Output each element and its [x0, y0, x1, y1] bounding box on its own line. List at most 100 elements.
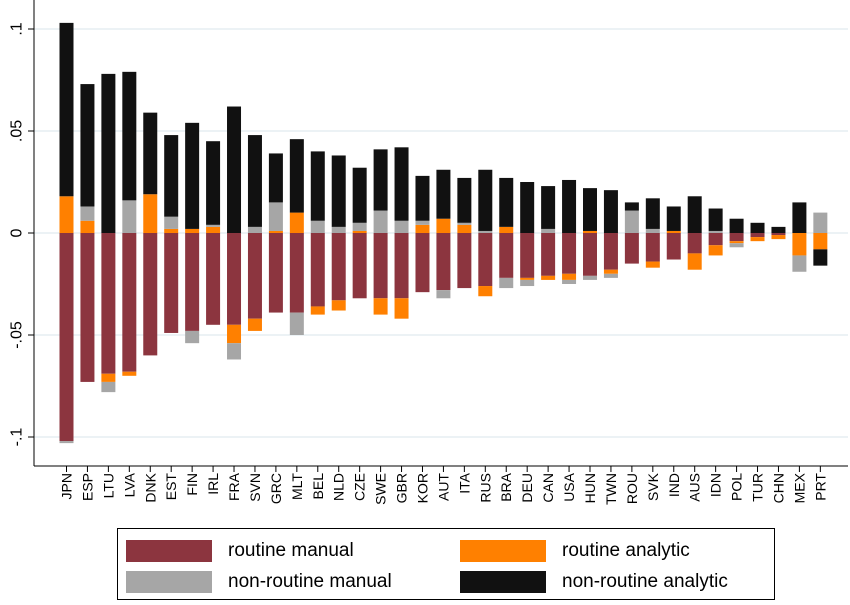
- bar-segment-routine-analytic-prt: [813, 233, 828, 250]
- legend-label-nonroutine-analytic: non-routine analytic: [562, 571, 728, 592]
- bar-segment-routine-analytic-aus: [687, 253, 702, 270]
- bar-segment-nonroutine-analytic-pol: [729, 218, 744, 233]
- bar-segment-nonroutine-analytic-dnk: [143, 112, 158, 195]
- bar-segment-nonroutine-manual-twn: [603, 273, 618, 278]
- bar-segment-nonroutine-analytic-fra: [227, 106, 242, 233]
- x-tick-label-twn: TWN: [603, 473, 619, 505]
- bar-segment-routine-manual-usa: [562, 233, 577, 274]
- bar-segment-nonroutine-analytic-prt: [813, 249, 828, 266]
- x-axis-labels: JPN ESP LTU LVA DNK EST FIN IRL FRA SVN GRC MLT BEL N…: [59, 466, 828, 505]
- y-tick-label: -.1: [9, 428, 26, 447]
- bar-segment-routine-analytic-fra: [227, 324, 242, 344]
- bar-segment-routine-manual-ita: [457, 233, 472, 289]
- bar-segment-nonroutine-analytic-aut: [436, 169, 451, 219]
- y-tick-label: -.05: [9, 321, 26, 349]
- bar-segment-routine-analytic-ita: [457, 224, 472, 233]
- x-tick-label-svk: SVK: [645, 472, 661, 501]
- bar-segment-nonroutine-analytic-est: [164, 135, 179, 217]
- bar-segment-routine-manual-rus: [478, 233, 493, 287]
- x-tick-label-dnk: DNK: [142, 472, 158, 502]
- bar-segment-routine-analytic-esp: [80, 220, 95, 233]
- bar-segment-nonroutine-analytic-chn: [771, 226, 786, 233]
- bar-segment-nonroutine-analytic-tur: [750, 222, 765, 233]
- legend: routine manual routine analytic non-rout…: [117, 528, 775, 600]
- bar-segment-routine-manual-kor: [415, 233, 430, 293]
- y-tick-label: .05: [9, 120, 26, 142]
- bar-segment-routine-manual-twn: [603, 233, 618, 270]
- y-tick-label: .1: [9, 22, 26, 35]
- bar-segment-routine-manual-fin: [185, 233, 200, 331]
- x-tick-label-ind: IND: [666, 473, 682, 497]
- x-tick-label-jpn: JPN: [59, 473, 75, 499]
- bar-segment-routine-manual-lva: [122, 233, 137, 372]
- bar-segment-nonroutine-analytic-rou: [624, 202, 639, 211]
- legend-label-nonroutine-manual: non-routine manual: [228, 571, 392, 592]
- bar-segment-nonroutine-analytic-kor: [415, 175, 430, 221]
- y-tick-label: 0: [9, 228, 26, 237]
- bar-segment-nonroutine-manual-est: [164, 216, 179, 229]
- bar-segment-routine-manual-gbr: [394, 233, 409, 299]
- bar-segment-nonroutine-manual-gbr: [394, 220, 409, 233]
- x-tick-label-usa: USA: [561, 472, 577, 501]
- bar-segment-routine-manual-mlt: [289, 233, 304, 313]
- bar-segment-routine-analytic-chn: [771, 235, 786, 240]
- bar-segment-nonroutine-analytic-deu: [520, 182, 535, 233]
- bar-segment-routine-manual-svn: [247, 233, 262, 319]
- bar-segment-routine-analytic-swe: [373, 298, 388, 315]
- bar-segment-routine-analytic-usa: [562, 273, 577, 280]
- x-tick-label-nld: NLD: [331, 473, 347, 501]
- bar-segment-nonroutine-manual-aut: [436, 290, 451, 299]
- bar-segment-nonroutine-manual-kor: [415, 220, 430, 225]
- x-tick-label-fin: FIN: [184, 473, 200, 496]
- bar-segment-routine-manual-aus: [687, 233, 702, 254]
- x-tick-label-grc: GRC: [268, 473, 284, 504]
- x-tick-label-rus: RUS: [477, 473, 493, 503]
- bar-segment-routine-analytic-hun: [583, 230, 597, 233]
- bar-segment-nonroutine-analytic-bel: [310, 151, 325, 221]
- bar-segment-nonroutine-analytic-can: [541, 186, 556, 229]
- bar-segment-routine-analytic-can: [541, 275, 556, 280]
- bar-segment-routine-manual-esp: [80, 233, 95, 382]
- bar-segment-routine-analytic-dnk: [143, 194, 158, 233]
- x-tick-label-mlt: MLT: [289, 473, 305, 500]
- bar-segment-routine-manual-fra: [227, 233, 242, 325]
- bar-segment-routine-manual-deu: [520, 233, 535, 278]
- bars: [59, 22, 828, 444]
- bar-segment-nonroutine-analytic-nld: [331, 155, 346, 227]
- x-tick-label-lva: LVA: [121, 472, 137, 497]
- x-tick-label-can: CAN: [540, 473, 556, 503]
- bar-segment-routine-analytic-ltu: [101, 373, 116, 382]
- bar-segment-routine-analytic-idn: [708, 245, 723, 256]
- x-tick-label-prt: PRT: [812, 473, 828, 501]
- legend-label-routine-manual: routine manual: [228, 540, 354, 561]
- bar-segment-routine-analytic-mex: [792, 233, 807, 256]
- bar-segment-routine-manual-swe: [373, 233, 388, 299]
- bar-segment-routine-analytic-nld: [331, 300, 346, 311]
- bar-segment-routine-manual-irl: [206, 233, 221, 325]
- bar-segment-nonroutine-manual-can: [541, 228, 556, 233]
- bar-segment-routine-analytic-svk: [645, 261, 660, 268]
- bar-segment-routine-analytic-lva: [122, 371, 137, 376]
- bar-segment-nonroutine-analytic-fin: [185, 122, 200, 229]
- x-tick-label-ltu: LTU: [100, 473, 116, 498]
- x-tick-label-aut: AUT: [435, 473, 451, 501]
- bar-segment-routine-manual-idn: [708, 233, 723, 246]
- bar-segment-nonroutine-analytic-cze: [352, 167, 367, 223]
- bar-segment-routine-manual-cze: [352, 233, 367, 299]
- bar-segment-routine-analytic-bel: [310, 306, 325, 315]
- bar-segment-nonroutine-analytic-gbr: [394, 147, 409, 221]
- bar-segment-nonroutine-manual-ltu: [101, 381, 116, 393]
- legend-item-nonroutine-analytic: non-routine analytic: [460, 571, 728, 593]
- bar-segment-routine-manual-svk: [645, 233, 660, 262]
- bar-segment-nonroutine-analytic-irl: [206, 141, 221, 225]
- bar-segment-routine-manual-can: [541, 233, 556, 276]
- bar-segment-nonroutine-analytic-rus: [478, 169, 493, 231]
- bar-segment-nonroutine-manual-pol: [729, 243, 744, 248]
- bar-segment-nonroutine-manual-ita: [457, 222, 472, 225]
- bar-segment-routine-analytic-est: [164, 228, 179, 233]
- bar-segment-nonroutine-manual-grc: [268, 202, 283, 231]
- bar-segment-nonroutine-analytic-svn: [247, 135, 262, 227]
- bar-segment-nonroutine-manual-irl: [206, 224, 221, 227]
- bar-segment-nonroutine-analytic-mlt: [289, 139, 304, 213]
- x-tick-label-deu: DEU: [519, 473, 535, 503]
